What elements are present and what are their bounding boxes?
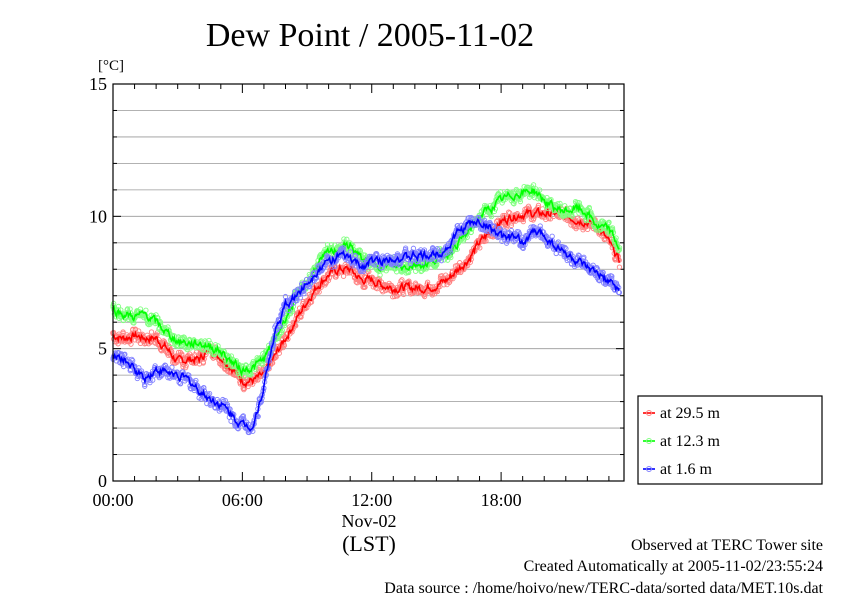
data-point	[206, 391, 213, 397]
data-point	[601, 219, 607, 225]
data-point	[616, 247, 622, 253]
data-point	[328, 242, 335, 248]
series-line	[112, 217, 620, 433]
data-point	[240, 413, 246, 419]
legend: at 29.5 m at 12.3 m at 1.6 m	[637, 395, 823, 485]
data-point	[488, 213, 494, 220]
data-point	[377, 272, 383, 278]
series-line	[112, 186, 620, 377]
data-point	[421, 293, 428, 300]
data-point	[506, 209, 512, 215]
data-point	[298, 314, 304, 320]
y-tick-label: 0	[98, 471, 107, 491]
y-tick-label: 15	[89, 74, 107, 94]
data-point	[340, 273, 347, 279]
data-point	[477, 245, 483, 251]
data-point	[222, 397, 228, 404]
data-point	[152, 363, 158, 369]
data-point	[177, 380, 183, 387]
data-point	[511, 201, 517, 207]
x-tick-label: 12:00	[351, 490, 392, 510]
data-point	[177, 349, 184, 356]
data-point	[366, 268, 372, 275]
data-point	[344, 236, 350, 242]
data-point	[362, 284, 368, 290]
data-point	[224, 362, 230, 369]
data-point	[616, 264, 623, 270]
series-layer	[110, 182, 623, 436]
data-point	[433, 262, 440, 268]
data-point	[281, 342, 287, 349]
series-1	[110, 182, 623, 379]
data-point	[142, 383, 148, 389]
data-point	[525, 184, 532, 191]
data-point	[169, 364, 175, 370]
footer-source: Data source : /home/hoivo/new/TERC-data/…	[384, 580, 823, 595]
data-point	[241, 386, 247, 393]
data-point	[206, 337, 212, 344]
legend-label: at 1.6 m	[660, 461, 713, 478]
data-point	[130, 327, 136, 333]
grid-lines	[113, 110, 624, 455]
y-tick-label: 5	[98, 339, 107, 359]
data-point	[399, 277, 405, 283]
x-tick-label: 00:00	[92, 490, 133, 510]
data-point	[124, 306, 131, 312]
footer-created: Created Automatically at 2005-11-02/23:5…	[524, 558, 823, 575]
x-tick-label: 06:00	[222, 490, 263, 510]
data-point	[122, 351, 128, 357]
series-line	[112, 206, 621, 389]
data-point	[187, 385, 194, 391]
data-point	[127, 306, 133, 312]
data-point	[606, 219, 612, 225]
legend-label: at 29.5 m	[660, 405, 721, 422]
x-axis-label: (LST)	[342, 531, 396, 556]
data-point	[464, 234, 470, 240]
data-point	[129, 356, 135, 363]
data-point	[530, 182, 537, 188]
data-point	[537, 187, 543, 193]
data-point	[179, 351, 185, 357]
data-point	[398, 278, 404, 284]
data-point	[130, 357, 136, 364]
data-point	[277, 323, 283, 329]
y-tick-label: 10	[89, 206, 107, 226]
chart-title: Dew Point / 2005-11-02	[206, 17, 534, 54]
data-point	[434, 288, 441, 295]
data-point	[136, 328, 142, 334]
footer-site: Observed at TERC Tower site	[631, 537, 823, 554]
data-point	[148, 329, 155, 335]
y-axis-label: [°C]	[98, 58, 124, 74]
data-point	[255, 377, 261, 383]
series-2	[110, 214, 622, 436]
date-label: Nov-02	[342, 511, 397, 531]
data-point	[380, 289, 386, 295]
data-point	[150, 377, 156, 383]
data-point	[441, 282, 447, 288]
data-point	[446, 279, 453, 285]
data-point	[316, 289, 322, 295]
data-point	[415, 290, 421, 296]
data-point	[324, 242, 331, 248]
legend-label: at 12.3 m	[660, 433, 721, 450]
x-tick-label: 18:00	[481, 490, 522, 510]
